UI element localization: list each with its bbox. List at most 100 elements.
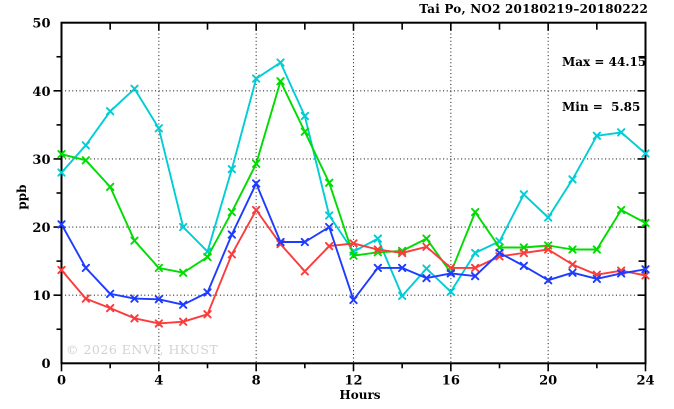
x-tick-label: 16 [442, 373, 460, 388]
series-blue-marker [81, 263, 90, 273]
series-green-marker [252, 159, 261, 168]
series-red-marker [398, 248, 407, 258]
series-blue-marker [227, 230, 236, 239]
series-red-marker [544, 245, 553, 254]
y-tick-label: 30 [32, 153, 50, 168]
series-blue-marker [276, 237, 285, 247]
series-blue-marker [617, 269, 626, 278]
series-red-marker [57, 265, 66, 275]
series-green-marker [57, 150, 66, 159]
series-green-marker [130, 236, 139, 245]
max-value-label: Max = 44.15 [562, 55, 647, 69]
series-green-marker [106, 182, 115, 192]
series-red-marker [519, 248, 528, 258]
series-red-marker [641, 271, 650, 280]
series-green-marker [617, 205, 626, 215]
series-green-marker [203, 252, 212, 262]
series-green-marker [276, 77, 285, 86]
series-green-marker [81, 156, 90, 165]
series-blue-marker [592, 274, 601, 283]
series-cyan-marker [446, 287, 455, 296]
series-blue-marker [373, 263, 382, 273]
chart-title: Tai Po, NO2 20180219–20180222 [419, 2, 648, 16]
series-red-marker [568, 260, 577, 269]
series-green-marker [422, 234, 431, 243]
series-blue-marker [300, 237, 309, 247]
series-blue-marker [57, 220, 66, 229]
series-red-marker [227, 250, 236, 259]
series-blue-marker [154, 295, 163, 304]
series-cyan-marker [544, 213, 553, 222]
series-blue-marker [471, 271, 480, 281]
series-green-marker [471, 207, 480, 217]
series-red-marker [252, 205, 261, 215]
series-red-marker [349, 239, 358, 248]
series-green-marker [300, 127, 309, 136]
series-cyan-marker [252, 74, 261, 83]
series-blue-marker [446, 269, 455, 278]
series-cyan-marker [373, 234, 382, 243]
min-value-label: Min = 5.85 [562, 100, 641, 114]
series-green-marker [641, 218, 650, 228]
series-cyan-marker [227, 165, 236, 174]
series-cyan-marker [300, 111, 309, 121]
series-cyan-marker [57, 168, 66, 177]
series-red-marker [325, 241, 334, 251]
series-cyan-marker [154, 124, 163, 133]
series-red-marker [617, 266, 626, 275]
series-blue-marker [398, 263, 407, 273]
series-blue-marker [252, 179, 261, 188]
series-cyan-marker [422, 264, 431, 273]
series-blue-marker [106, 289, 115, 298]
series-cyan-marker [471, 248, 480, 258]
series-blue-marker [179, 300, 188, 309]
series-blue-marker [544, 276, 553, 285]
series-red-marker [300, 267, 309, 276]
x-tick-label: 12 [344, 373, 362, 388]
x-tick-label: 4 [154, 373, 163, 388]
series-red-marker [106, 303, 115, 313]
series-blue-marker [641, 265, 650, 274]
max-min-annotation: Max = 44.15 Min = 5.85 [562, 25, 646, 145]
series-blue-marker [519, 261, 528, 271]
series-red-marker [203, 310, 212, 319]
y-tick-label: 50 [32, 17, 50, 32]
series-green-marker [349, 251, 358, 260]
x-tick-label: 20 [539, 373, 557, 388]
series-red-marker [422, 242, 431, 251]
series-cyan-marker [617, 128, 626, 137]
series-red-marker [81, 294, 90, 303]
series-cyan-marker [592, 131, 601, 140]
series-green-marker [154, 263, 163, 273]
series-cyan-marker [325, 211, 334, 220]
series-green-marker [179, 268, 188, 277]
y-tick-label: 10 [32, 289, 50, 304]
series-red-marker [471, 263, 480, 273]
series-cyan-marker [519, 190, 528, 199]
x-axis-title: Hours [339, 388, 381, 402]
series-cyan-marker [130, 84, 139, 93]
series-red-marker [130, 314, 139, 323]
series-red-marker [179, 317, 188, 326]
series-cyan-marker [106, 107, 115, 116]
x-tick-label: 0 [57, 373, 66, 388]
series-green-marker [568, 245, 577, 254]
series-green-marker [227, 207, 236, 217]
x-tick-label: 8 [252, 373, 261, 388]
series-blue-marker [568, 268, 577, 277]
series-blue-marker [325, 222, 334, 232]
y-tick-label: 20 [32, 221, 50, 236]
series-green-marker [592, 245, 601, 254]
series-blue-marker [349, 295, 358, 305]
series-red-marker [373, 245, 382, 254]
series-cyan-marker [641, 149, 650, 158]
y-tick-label: 0 [41, 357, 50, 372]
series-red-marker [154, 319, 163, 328]
series-blue-marker [203, 288, 212, 297]
series-blue-marker [422, 274, 431, 283]
series-cyan-marker [179, 222, 188, 232]
plot-border [60, 21, 647, 365]
series-blue-marker [130, 294, 139, 303]
